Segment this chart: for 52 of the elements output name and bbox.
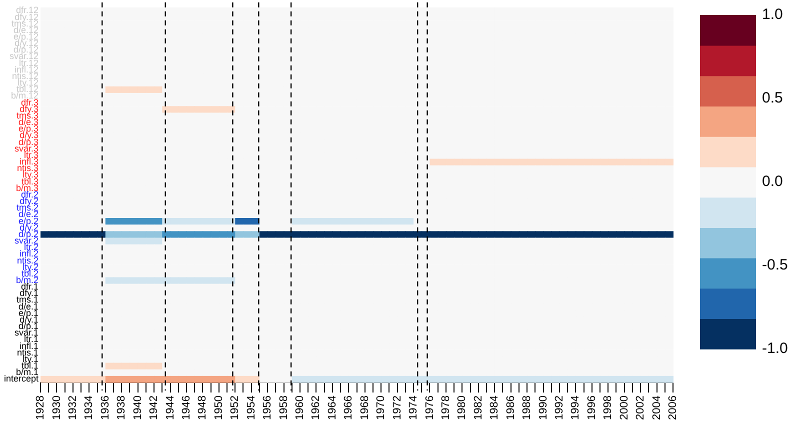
x-tick-label: 1984 [488,396,501,420]
x-tick-label: 1954 [245,396,258,420]
x-tick-label: 2000 [618,396,630,420]
color-bar-label: 0.0 [762,173,783,190]
color-bar-label: 1.0 [762,6,783,24]
x-tick-label: 2004 [650,396,663,420]
x-tick-label: 1932 [66,396,79,420]
x-tick-label: 1976 [424,396,436,420]
x-tick-label: 1980 [456,396,468,420]
x-tick-label: 1966 [342,396,355,420]
x-tick-label: 2006 [667,396,680,420]
x-tick-label: 1944 [164,396,176,420]
x-tick-label: 1992 [554,396,566,420]
y-tick-label: d/p.1 [18,321,39,332]
x-tick-label: 1946 [180,396,193,420]
x-tick-label: 1998 [602,396,614,420]
x-tick-label: 1988 [521,396,534,420]
x-tick-label: 1942 [148,396,160,420]
x-tick-label: 1928 [34,396,47,420]
x-tick-label: 1970 [375,396,388,420]
x-tick-label: 1958 [278,396,290,420]
x-tick-label: 1964 [326,396,338,420]
x-tick-label: 1968 [358,396,371,420]
y-tick-label: intercept [4,374,40,384]
x-tick-label: 1996 [586,396,598,420]
y-tick-label: dfr.3 [21,97,39,108]
x-tick-label: 1994 [570,396,582,420]
x-tick-label: 1986 [504,396,517,420]
x-tick-label: 1974 [408,396,420,420]
x-tick-label: 1982 [472,396,484,420]
color-bar-label: -0.5 [762,256,788,274]
x-tick-label: 1934 [83,396,96,420]
color-bar-label: -1.0 [762,340,788,358]
y-tick-label: ntis.2 [17,255,39,266]
x-tick-label: 1940 [132,396,144,420]
x-tick-label: 1956 [262,396,274,420]
y-tick-label: dfy.1 [20,288,39,298]
y-tick-label: dfy.2 [20,196,39,206]
color-bar-label: 0.5 [762,90,783,107]
x-tick-label: 1952 [229,396,242,420]
x-tick-label: 1962 [310,396,322,420]
x-tick-label: 1948 [196,396,209,420]
x-tick-label: 1972 [391,396,404,420]
x-tick-label: 1950 [212,396,225,420]
x-tick-label: 1938 [116,396,128,420]
x-tick-label: 1978 [440,396,452,420]
x-tick-label: 1936 [99,396,112,420]
x-tick-label: 1960 [294,396,306,420]
x-tick-label: 2002 [634,396,647,420]
x-tick-label: 1930 [50,396,63,420]
y-tick-label: lty.3 [22,170,39,180]
x-tick-label: 1990 [537,396,550,420]
